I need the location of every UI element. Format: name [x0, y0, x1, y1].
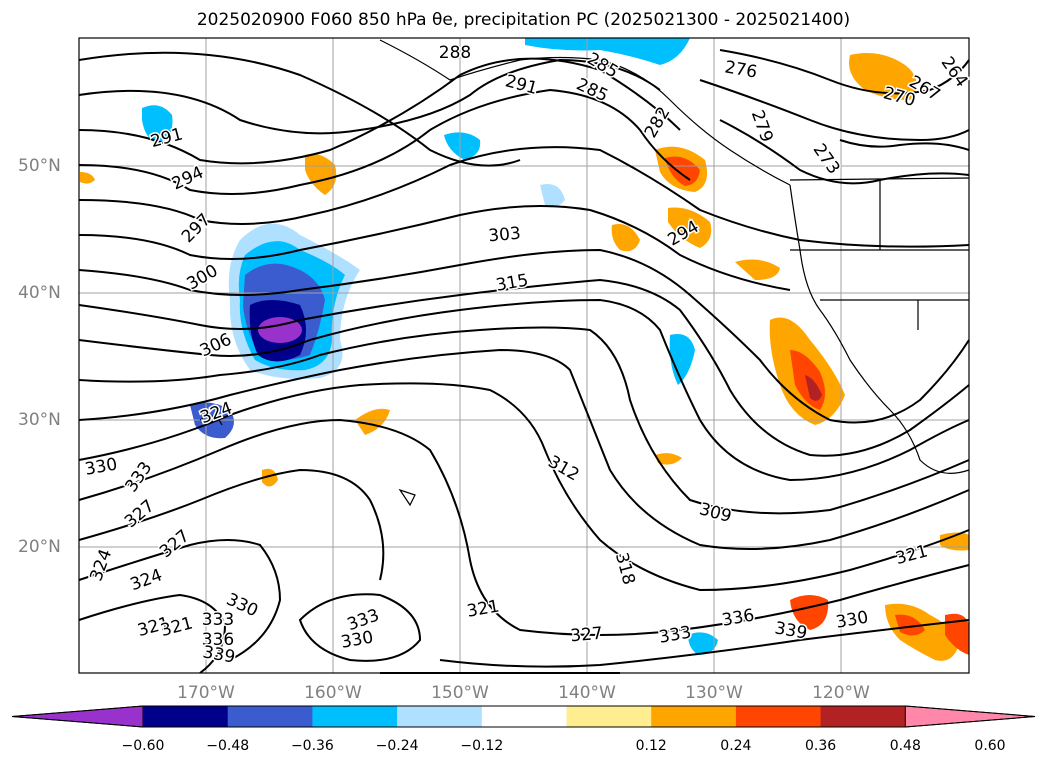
precip-positive-patch — [945, 613, 969, 655]
colorbar-tick-label: −0.24 — [375, 738, 419, 754]
precip-negative-patch — [540, 184, 565, 208]
contour-label: 324 — [198, 398, 235, 428]
map-title: 2025020900 F060 850 hPa θe, precipitatio… — [196, 10, 851, 30]
lon-label: 120°W — [812, 683, 870, 703]
colorbar-tick-label: −0.60 — [121, 738, 165, 754]
colorbar-segment — [481, 706, 567, 727]
precip-positive-patch — [735, 259, 780, 280]
contour-label: 336 — [720, 605, 755, 630]
precip-negative-patch — [669, 334, 695, 385]
plot-frame — [78, 37, 970, 674]
precip-positive-patch — [611, 224, 640, 252]
coastlines — [199, 39, 970, 507]
precip-positive-patch — [80, 172, 95, 184]
precip-positive-patch — [849, 52, 917, 100]
contour-label: 291 — [148, 124, 185, 152]
colorbar-segment — [820, 706, 906, 727]
colorbar-segment — [651, 706, 737, 727]
contour-label: 339 — [201, 642, 236, 667]
precip-negative-patch — [142, 105, 173, 145]
contour-label: 333 — [121, 458, 156, 496]
contour-label: 333 — [202, 610, 234, 630]
precip-positive-patch — [355, 408, 390, 435]
contour-label: 333 — [657, 622, 692, 647]
colorbar-tick-label: −0.48 — [206, 738, 250, 754]
contour-label: 324 — [128, 565, 165, 595]
colorbar-tick-label: −0.12 — [460, 738, 504, 754]
precip-negative-patch — [444, 132, 481, 160]
precip-positive-patch — [940, 532, 969, 551]
precip-negative-patch — [525, 38, 690, 65]
lat-label: 40°N — [18, 283, 61, 303]
graticule — [79, 38, 969, 673]
contour-label: 279 — [747, 108, 777, 145]
precip-positive-patch — [790, 595, 829, 630]
lat-label: 50°N — [18, 156, 61, 176]
colorbar-tick-label: 0.24 — [720, 738, 752, 754]
contour-label: 294 — [169, 163, 207, 195]
contour-label: 288 — [439, 43, 471, 63]
precip-positive-patch — [665, 156, 700, 186]
contour-label: 330 — [83, 454, 118, 479]
contour-label: 318 — [611, 550, 639, 587]
colorbar-segment — [143, 706, 229, 727]
colorbar-outline — [11, 705, 1036, 728]
colorbar — [11, 705, 1036, 728]
contour-label: 282 — [641, 103, 675, 141]
colorbar-tick-label: 0.36 — [805, 738, 837, 754]
contour-label: 294 — [664, 217, 702, 251]
contour-label: 327 — [121, 496, 159, 532]
colorbar-tick-label: −0.36 — [290, 738, 334, 754]
contour-label: 330 — [339, 627, 374, 652]
colorbar-tick-label: 0.48 — [889, 738, 921, 754]
colorbar-tick-label: 0.60 — [974, 738, 1006, 754]
colorbar-segment — [397, 706, 483, 727]
theta-e-contours — [78, 49, 970, 674]
contour-label: 264 — [937, 53, 972, 91]
lat-label: 30°N — [18, 410, 61, 430]
colorbar-segment — [735, 706, 822, 727]
precip-positive-patch — [895, 614, 925, 636]
colorbar-segment — [227, 706, 313, 727]
contour-label: 300 — [183, 261, 221, 295]
precip-positive-patch — [262, 468, 278, 487]
contour-label: 327 — [156, 526, 194, 562]
contour-label: 303 — [488, 224, 522, 247]
contour-label: 321 — [465, 596, 500, 621]
precip-positive-patch — [655, 453, 682, 465]
lon-label: 170°W — [177, 683, 235, 703]
contour-label: 327 — [570, 624, 604, 647]
contour-label: 306 — [197, 330, 235, 362]
contour-label: 315 — [494, 270, 529, 295]
precip-negative-patch — [688, 632, 718, 655]
contour-label: 309 — [697, 499, 734, 527]
lon-label: 150°W — [431, 683, 489, 703]
contour-label: 324 — [86, 547, 116, 584]
contour-label: 312 — [544, 452, 582, 486]
contour-label: 330 — [834, 607, 869, 632]
precip-positive-patch — [668, 207, 712, 248]
contour-label: 297 — [178, 210, 215, 247]
lon-label: 160°W — [304, 683, 362, 703]
precip-positive-patch — [305, 153, 337, 195]
colorbar-segment — [312, 706, 398, 727]
contour-label: 336 — [202, 630, 234, 650]
contour-label: 321 — [893, 541, 930, 569]
lon-label: 140°W — [558, 683, 616, 703]
contour-label: 285 — [573, 75, 611, 107]
contour-label: 276 — [723, 57, 758, 82]
contour-label: 339 — [773, 618, 808, 643]
colorbar-segment — [566, 706, 652, 727]
contour-label: 291 — [503, 71, 540, 99]
precip-positive-patch — [805, 375, 822, 401]
contour-label: 273 — [809, 140, 844, 178]
colorbar-tick-label: 0.12 — [635, 738, 667, 754]
lon-label: 130°W — [685, 683, 743, 703]
lat-label: 20°N — [18, 537, 61, 557]
